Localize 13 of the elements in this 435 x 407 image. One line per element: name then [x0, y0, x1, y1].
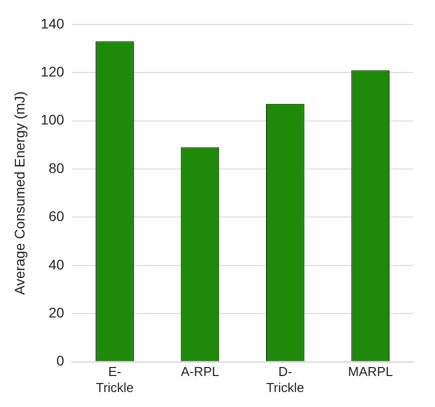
y-tick-label: 40	[48, 256, 64, 272]
y-axis-title: Average Consumed Energy (mJ)	[11, 91, 28, 295]
x-tick-label: A-RPL	[180, 364, 220, 380]
x-tick-label: D- Trickle	[266, 364, 304, 395]
y-tick-label: 120	[40, 63, 64, 80]
y-tick-label: 60	[48, 208, 64, 224]
x-tick-label: E- Trickle	[96, 364, 134, 395]
y-tick-label: 0	[56, 352, 64, 369]
y-tick-label: 140	[40, 15, 64, 32]
y-tick-label: 80	[48, 160, 64, 176]
x-tick-label: MARPL	[348, 364, 393, 380]
y-tick-label: 20	[48, 304, 64, 320]
y-tick-label: 100	[40, 112, 64, 128]
